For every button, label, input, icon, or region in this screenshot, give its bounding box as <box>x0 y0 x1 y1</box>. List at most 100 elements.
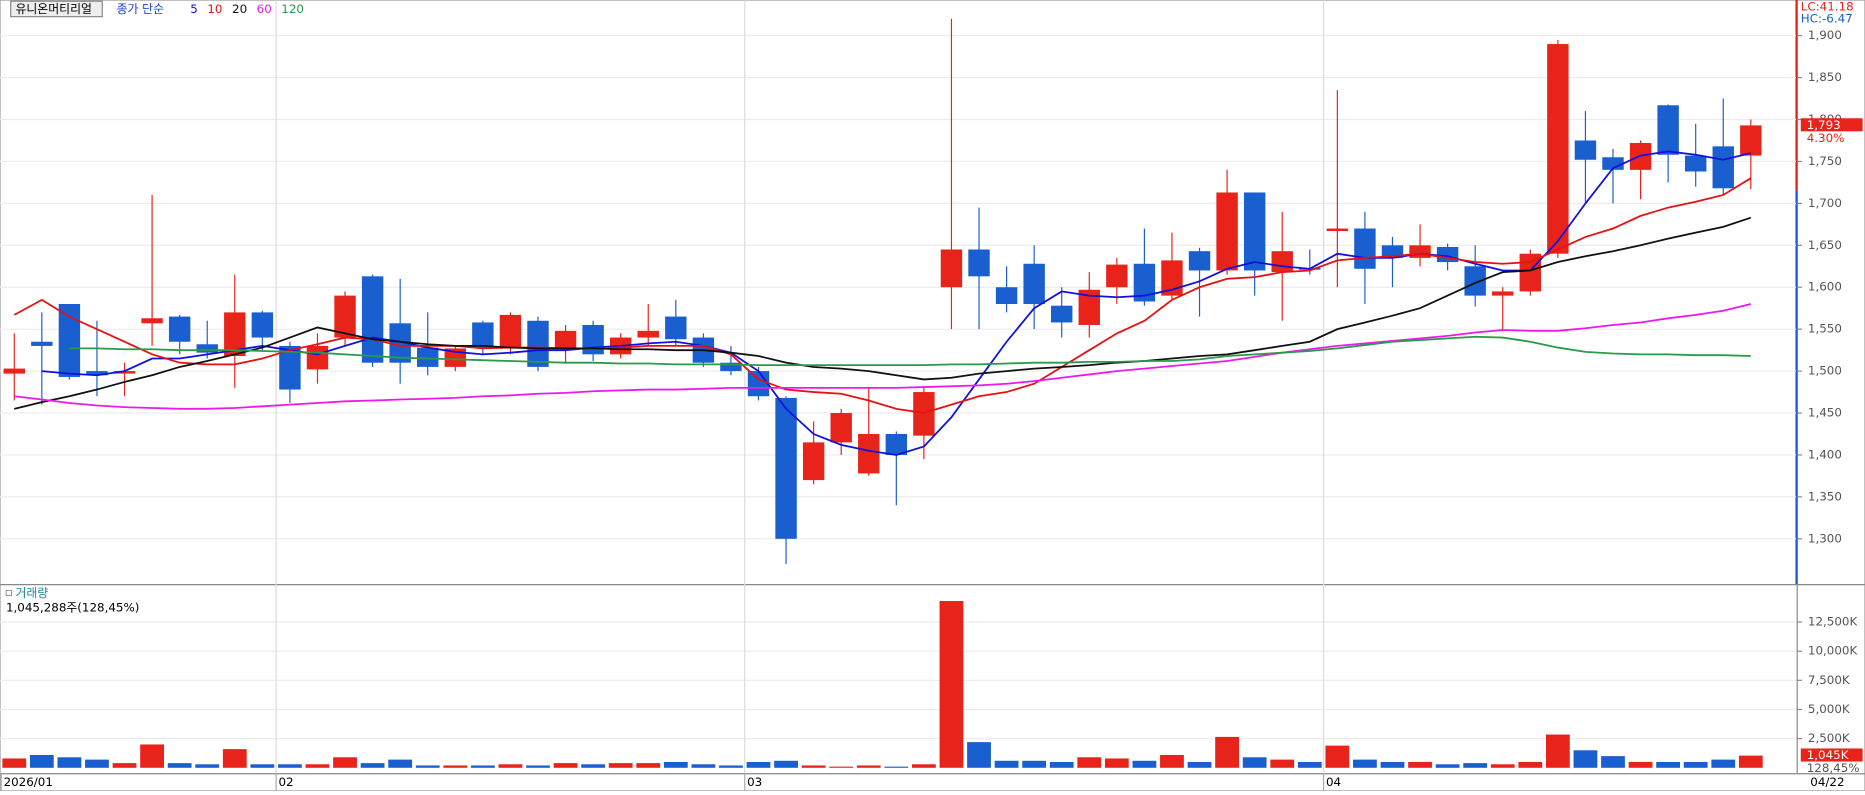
last-price-tag <box>1800 118 1863 132</box>
candle-body <box>1354 228 1376 269</box>
volume-bar <box>415 765 440 768</box>
legend-entry: 120 <box>281 2 304 16</box>
volume-bar <box>636 763 661 768</box>
y-tick-label: 10,000K <box>1808 644 1859 658</box>
volume-bar <box>581 764 606 768</box>
volume-bar <box>608 763 633 768</box>
volume-bar <box>1738 755 1763 768</box>
legend-entry: 60 <box>257 2 272 16</box>
candle-body <box>1133 263 1156 302</box>
candle-body <box>968 249 990 277</box>
volume-bar <box>1601 756 1625 768</box>
volume-bar <box>222 749 247 768</box>
volume-bar <box>1408 761 1432 768</box>
volume-bar <box>1104 758 1129 768</box>
volume-bar <box>911 764 936 768</box>
volume-bar <box>663 761 688 768</box>
y-tick-label: 1,450 <box>1808 406 1842 420</box>
y-tick-label: 1,550 <box>1808 322 1842 336</box>
y-tick-label: 1,350 <box>1808 489 1842 503</box>
candle-body <box>141 318 163 324</box>
volume-bar <box>1380 761 1405 768</box>
volume-bar <box>1242 757 1267 768</box>
y-tick-label: 1,650 <box>1808 238 1842 252</box>
candle-body <box>885 433 908 455</box>
volume-bar <box>470 765 495 768</box>
candle-body <box>940 249 963 288</box>
candle-body <box>361 276 384 363</box>
volume-bar <box>85 759 109 768</box>
candle-body <box>665 316 687 340</box>
volume-bar <box>1160 754 1184 768</box>
volume-bar <box>1656 761 1681 768</box>
volume-bar <box>1435 764 1460 768</box>
legend-title: 종가 단순 <box>117 2 165 16</box>
candle-body <box>168 316 191 342</box>
volume-bar <box>1628 761 1653 768</box>
last-change: 4.30% <box>1807 131 1845 145</box>
candle-body <box>113 371 136 374</box>
volume-bar <box>112 763 137 768</box>
candle-body <box>196 344 218 353</box>
ma-line <box>69 335 1751 367</box>
volume-bar <box>140 744 164 768</box>
legend-entry: 5 <box>190 2 198 16</box>
ma-line <box>14 303 1752 410</box>
y-tick-label: 5,000K <box>1808 702 1851 716</box>
volume-bar <box>1353 759 1377 768</box>
volume-bar <box>994 760 1019 768</box>
y-tick-label: 1,850 <box>1808 70 1842 84</box>
volume-bar <box>305 764 330 768</box>
volume-bar <box>1490 764 1515 768</box>
volume-bar <box>195 764 220 768</box>
hc-label: HC:-6.47 <box>1801 12 1853 26</box>
x-tick-label: 03 <box>747 775 762 789</box>
candle-body <box>279 345 301 390</box>
candle-body <box>1464 266 1486 296</box>
legend-entry: 20 <box>232 2 247 16</box>
candle-body <box>1547 44 1569 254</box>
lc-label: LC:41.18 <box>1801 0 1854 14</box>
volume-bar <box>1545 734 1570 768</box>
candle-body <box>499 314 522 348</box>
volume-bar <box>498 764 523 768</box>
volume-bar <box>884 766 909 768</box>
last-volume-ratio: 128,45% <box>1807 761 1860 775</box>
volume-bar <box>1573 750 1598 768</box>
volume-bar <box>1711 759 1736 768</box>
volume-bar <box>1215 736 1239 768</box>
ma-line <box>14 216 1752 410</box>
last-volume-tag <box>1800 748 1863 762</box>
legend-entry: 10 <box>207 2 222 16</box>
candle-body <box>582 324 604 355</box>
volume-bar <box>57 757 82 768</box>
volume-bar <box>1077 757 1102 768</box>
volume-bar <box>2 758 27 768</box>
y-tick-label: 1,900 <box>1808 28 1842 42</box>
volume-bar <box>801 765 826 768</box>
volume-bar <box>333 757 357 768</box>
candle-body <box>1492 291 1514 296</box>
volume-bar <box>1463 763 1488 768</box>
candle-body <box>1574 140 1597 160</box>
title-box <box>10 0 103 18</box>
candle-body <box>1078 289 1100 325</box>
candle-body <box>1657 105 1679 155</box>
candle-body <box>1216 192 1238 271</box>
y-tick-label: 1,500 <box>1808 364 1842 378</box>
volume-bar <box>250 764 275 768</box>
volume-bar <box>1325 745 1350 768</box>
volume-bar <box>691 764 716 768</box>
candle-body <box>1381 245 1404 258</box>
volume-bar <box>1297 761 1322 768</box>
candle-body <box>527 320 549 367</box>
volume-bar <box>1518 761 1543 768</box>
y-tick-label: 1,400 <box>1808 447 1842 461</box>
candle-body <box>1326 228 1349 232</box>
volume-bar <box>443 765 468 768</box>
candle-body <box>389 323 411 363</box>
candle-body <box>720 362 742 372</box>
candle-body <box>1409 245 1431 258</box>
volume-bar <box>774 760 798 768</box>
